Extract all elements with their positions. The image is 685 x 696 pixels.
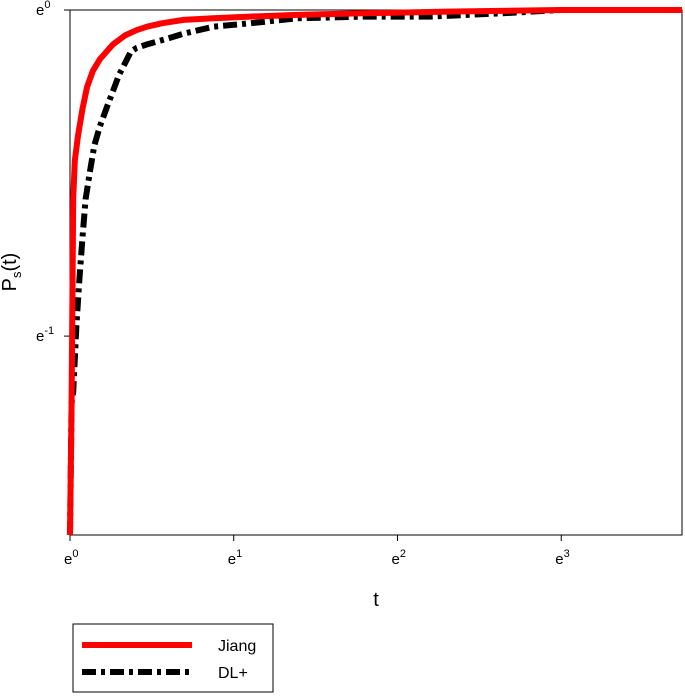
- legend-label-dl-plus: DL+: [218, 665, 248, 682]
- x-tick-label-1: e1: [228, 548, 242, 568]
- x-tick-label-0: e0: [64, 548, 78, 568]
- x-tick-label-2-exponent: 2: [400, 548, 406, 560]
- y-tick-label-0-base: e: [36, 2, 44, 19]
- x-tick-label-1-exponent: 1: [236, 548, 242, 560]
- x-tick-label-2-base: e: [391, 551, 399, 568]
- y-tick-label-0-exponent: 0: [44, 0, 50, 11]
- x-tick-label-3-base: e: [555, 551, 563, 568]
- y-axis-title-suffix: (t): [0, 253, 21, 272]
- x-tick-label-3: e3: [555, 548, 569, 568]
- series-line-dl-: [67, 7, 682, 536]
- legend-box: [72, 623, 274, 693]
- plot-frame: [69, 9, 683, 536]
- x-tick-label-2: e2: [391, 548, 405, 568]
- x-tick-label-0-exponent: 0: [72, 548, 78, 560]
- legend: Jiang DL+: [72, 623, 274, 693]
- x-tick-label-1-base: e: [228, 551, 236, 568]
- series-group: [67, 7, 682, 536]
- y-axis-title-subscript: s: [9, 271, 24, 278]
- series-line-jiang: [67, 7, 682, 536]
- y-tick-label-0: e0: [36, 0, 50, 19]
- y-axis-title: Ps(t): [0, 253, 24, 292]
- y-tick-label-1: e-1: [36, 325, 54, 345]
- y-tick-label-1-base: e: [36, 328, 44, 345]
- y-tick-label-1-exponent: -1: [44, 325, 54, 337]
- x-axis-title: t: [373, 589, 379, 611]
- y-axis-title-main: P: [0, 278, 21, 291]
- x-tick-label-3-exponent: 3: [564, 548, 570, 560]
- legend-label-jiang: Jiang: [218, 638, 256, 655]
- x-tick-label-0-base: e: [64, 551, 72, 568]
